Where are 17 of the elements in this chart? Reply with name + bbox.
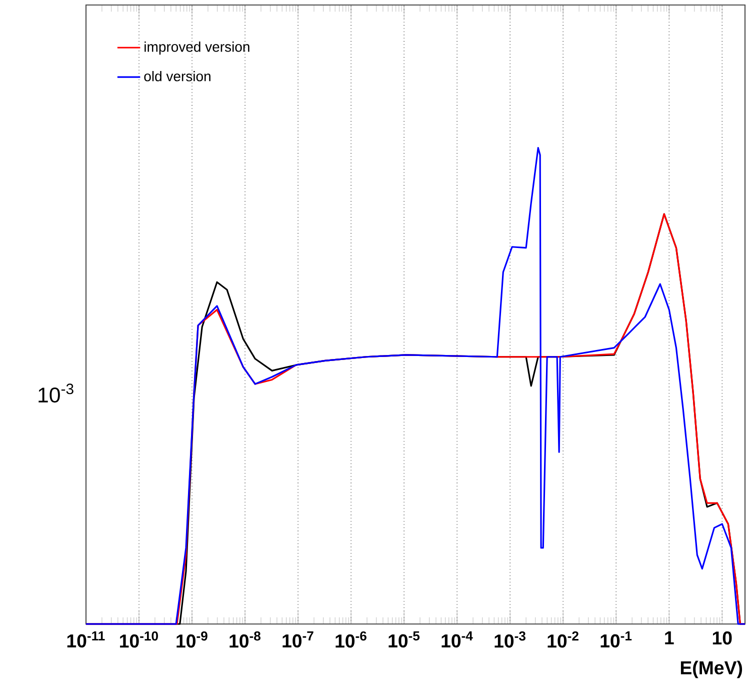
x-tick-label: 1 [665, 631, 674, 644]
x-axis-title: E(MeV) [680, 660, 742, 678]
x-tick-label: 10$^{-8}$ [230, 631, 260, 648]
x-tick-label: 10$^{-7}$ [282, 631, 314, 648]
x-tick-label: 10$^{-9}$ [176, 631, 208, 648]
x-tick-label: 10$^{-10}$ [120, 631, 158, 648]
x-tick-label: 10$^{-3}$ [494, 631, 526, 648]
x-tick-label: 10$^{-2}$ [548, 631, 578, 648]
x-tick-label: 10 [712, 631, 732, 645]
legend-label: old version [144, 71, 210, 82]
x-tick-label: 10$^{-5}$ [388, 631, 420, 648]
legend-label: improved version [144, 42, 250, 55]
x-tick-label: 10$^{-1}$ [600, 631, 632, 648]
x-tick-label: 10$^{-11}$ [67, 631, 105, 648]
x-tick-label: 10$^{-4}$ [442, 631, 473, 648]
text: 10$^{-3}$ [38, 384, 74, 403]
x-tick-label: 10$^{-6}$ [336, 631, 366, 648]
